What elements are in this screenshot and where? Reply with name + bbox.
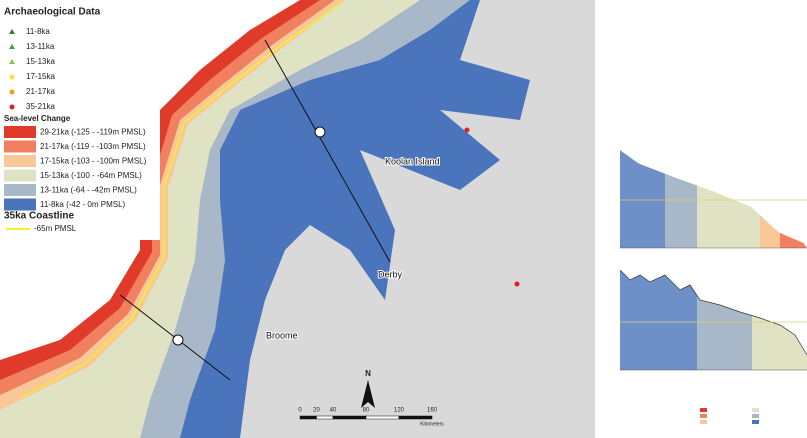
profile-marker [314, 126, 326, 138]
site-point [514, 281, 520, 287]
legend-swatch [4, 184, 36, 196]
legend-swatch [4, 198, 36, 211]
place-label: Derby [378, 269, 403, 279]
scale-bar: 0 20 40 80 120 160 Kilometers [298, 408, 444, 428]
legend-swatch [4, 155, 36, 167]
legend-item: 17-15ka [26, 72, 55, 81]
place-label: Broome [266, 330, 298, 340]
legend-marker [9, 29, 15, 34]
scale-tick-label: 20 [313, 408, 320, 414]
legend-item: 13-11ka (-64 - -42m PMSL) [40, 186, 137, 195]
legend-item: 11-8ka [26, 27, 50, 36]
legend-marker [9, 89, 15, 95]
profile-mask [620, 268, 807, 355]
profile-line [264, 39, 391, 263]
profiles [619, 145, 807, 424]
scale-tick-label: 40 [330, 408, 337, 414]
sea-items: 29-21ka (-125 - -119m PMSL) 21-17ka (-119… [4, 126, 147, 211]
land [240, 0, 595, 438]
scale-segment [299, 415, 317, 420]
legend-item: 17-15ka (-103 - -100m PMSL) [40, 157, 147, 166]
scale-segment [316, 415, 334, 420]
site-point [464, 127, 470, 133]
profile-marker [172, 334, 184, 346]
legend-marker [9, 104, 15, 110]
legend-title: 35ka Coastline [4, 211, 74, 222]
scale-segment [332, 415, 367, 420]
scale-unit: Kilometers [420, 421, 444, 427]
legend-swatch [4, 126, 36, 138]
profile-line [619, 269, 807, 356]
coastline-65m [19, 1, 343, 399]
scale-segment [365, 415, 400, 420]
legend-swatch [4, 140, 36, 153]
mini-swatch [700, 414, 707, 418]
legend-title: Sea-level Change [4, 114, 71, 123]
mini-swatch [700, 420, 707, 424]
scale-tick-label: 160 [427, 408, 438, 414]
mini-swatch [752, 414, 759, 418]
scale-tick-label: 80 [363, 408, 370, 414]
scale-tick-label: 0 [298, 408, 302, 414]
arch-items: 11-8ka 13-11ka 15-13ka 17-15ka 21-17ka 35-21k… [9, 27, 55, 111]
legend-title: Archaeological Data [4, 7, 101, 18]
legend-item: 21-17ka [26, 87, 55, 96]
legend-marker [9, 44, 15, 49]
legend-item: 29-21ka (-125 - -119m PMSL) [40, 128, 146, 137]
place-label: Koolan Island [385, 156, 440, 166]
mini-swatch [752, 408, 759, 412]
legend-marker [9, 59, 15, 64]
map: Koolan Island Derby Broome N 0 20 40 80 120 1… [0, 0, 595, 438]
legend-item: 11-8ka (-42 - 0m PMSL) [40, 200, 126, 209]
scale-tick-label: 120 [394, 408, 405, 414]
legend-item: 15-13ka [26, 57, 55, 66]
mini-swatch [752, 420, 759, 424]
legend-item: 13-11ka [26, 42, 55, 51]
legend-item: 35-21ka [26, 102, 55, 111]
scale-segment [398, 415, 433, 420]
legend-item: 15-13ka (-100 - -64m PMSL) [40, 171, 142, 180]
north-label: N [365, 369, 371, 378]
legend-swatch [4, 169, 36, 182]
legend-item: 21-17ka (-119 - -103m PMSL) [40, 142, 146, 151]
mini-swatch [700, 408, 707, 412]
legend: Archaeological Data 11-8ka 13-11ka 15-13ka… [0, 0, 160, 240]
legend-item: -65m PMSL [34, 224, 77, 233]
north-arrow [361, 380, 375, 408]
legend-marker [9, 74, 15, 80]
